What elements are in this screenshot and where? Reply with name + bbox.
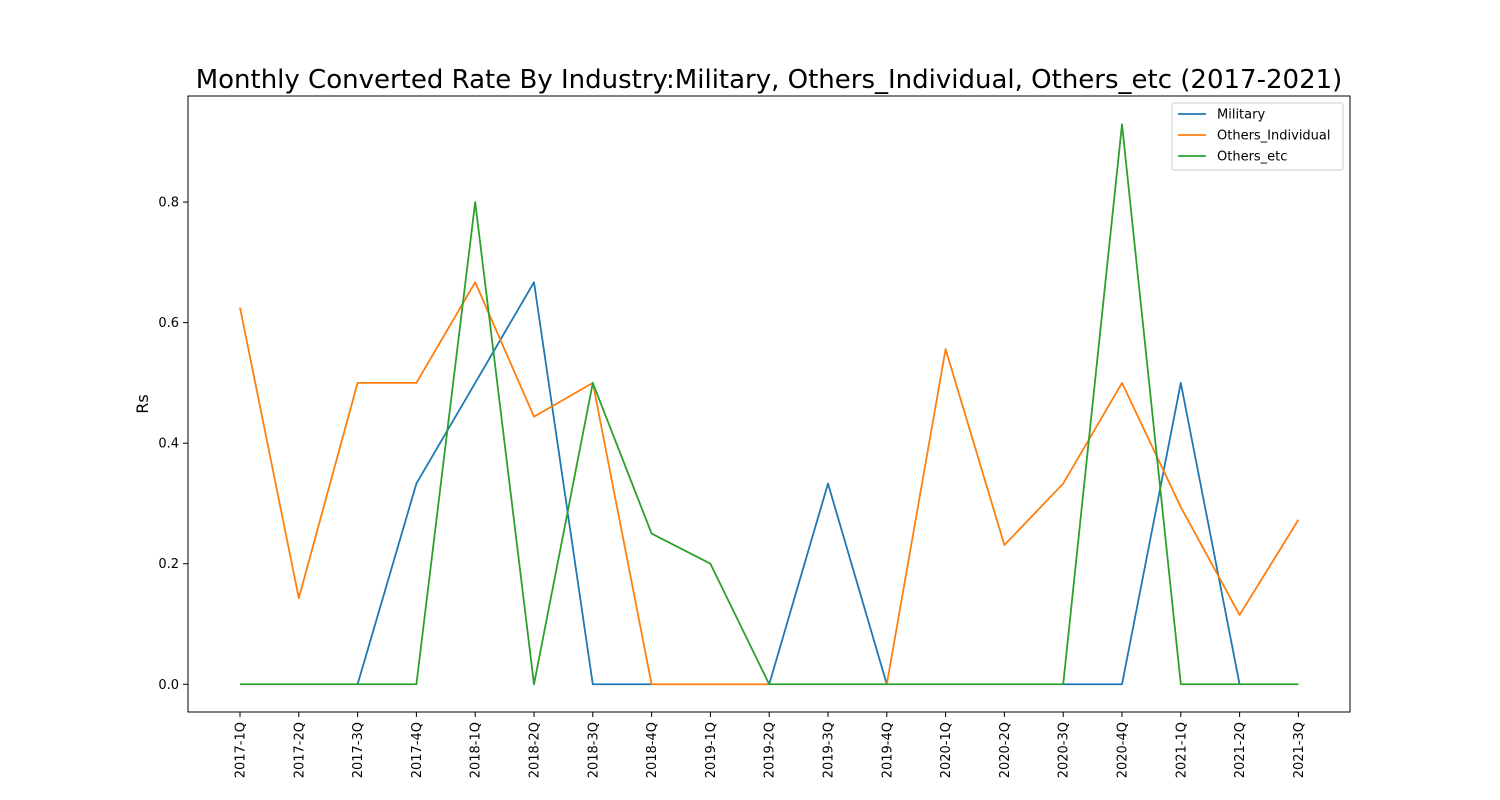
series-layer [239, 123, 1300, 686]
x-tick-label: 2017-3Q [351, 722, 366, 778]
plot-area-frame [187, 95, 1351, 713]
y-axis: 0.0 0.2 0.4 0.6 0.8 [158, 196, 188, 693]
x-tick-label: 2018-3Q [586, 722, 601, 778]
legend: Military Others_Individual Others_etc [1171, 102, 1344, 171]
x-tick-label: 2019-2Q [763, 722, 778, 778]
y-axis-label: Rs [133, 394, 152, 413]
x-tick-label: 2021-1Q [1174, 722, 1189, 778]
series-line-others-individual [239, 281, 1300, 686]
legend-label-military: Military [1217, 108, 1265, 123]
x-axis: 2017-1Q 2017-2Q 2017-3Q 2017-4Q 2018-1Q 2018-… [234, 712, 1307, 778]
x-tick-label: 2019-3Q [822, 722, 837, 778]
x-tick-label: 2020-2Q [998, 722, 1013, 778]
x-tick-label: 2020-1Q [939, 722, 954, 778]
legend-label-others-etc: Others_etc [1217, 150, 1287, 165]
x-tick-label: 2020-3Q [1057, 722, 1072, 778]
y-tick-label: 0.2 [158, 557, 179, 572]
chart-title: Monthly Converted Rate By Industry:Milit… [196, 65, 1343, 95]
y-tick-label: 0.4 [158, 437, 179, 452]
x-tick-label: 2017-2Q [292, 722, 307, 778]
x-tick-label: 2017-1Q [234, 722, 249, 778]
legend-box [1171, 102, 1344, 171]
y-tick-label: 0.6 [158, 316, 179, 331]
x-tick-label: 2018-2Q [528, 722, 543, 778]
y-tick-label: 0.0 [158, 678, 179, 693]
x-tick-label: 2018-4Q [645, 722, 660, 778]
y-tick-label: 0.8 [158, 196, 179, 211]
series-line-military [356, 281, 1241, 686]
series-line-others-etc [240, 123, 1299, 686]
x-tick-label: 2017-4Q [410, 722, 425, 778]
x-tick-label: 2019-1Q [704, 722, 719, 778]
x-tick-label: 2018-1Q [469, 722, 484, 778]
x-tick-label: 2020-4Q [1116, 722, 1131, 778]
x-tick-label: 2019-4Q [880, 722, 895, 778]
x-tick-label: 2021-2Q [1233, 722, 1248, 778]
x-tick-label: 2021-3Q [1292, 722, 1307, 778]
legend-label-others-individual: Others_Individual [1217, 129, 1331, 144]
